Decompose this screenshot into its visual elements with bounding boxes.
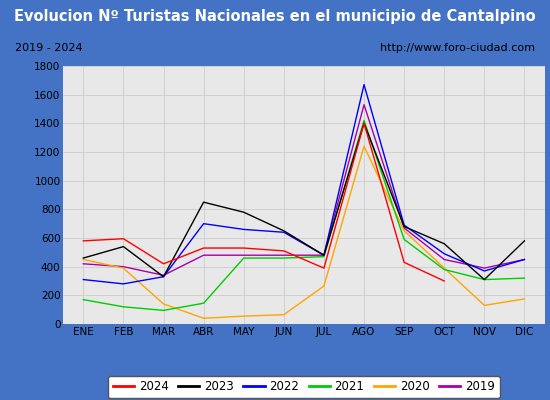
Text: 2019 - 2024: 2019 - 2024 xyxy=(15,43,83,53)
Text: Evolucion Nº Turistas Nacionales en el municipio de Cantalpino: Evolucion Nº Turistas Nacionales en el m… xyxy=(14,10,536,24)
Legend: 2024, 2023, 2022, 2021, 2020, 2019: 2024, 2023, 2022, 2021, 2020, 2019 xyxy=(108,376,499,398)
Text: http://www.foro-ciudad.com: http://www.foro-ciudad.com xyxy=(380,43,535,53)
